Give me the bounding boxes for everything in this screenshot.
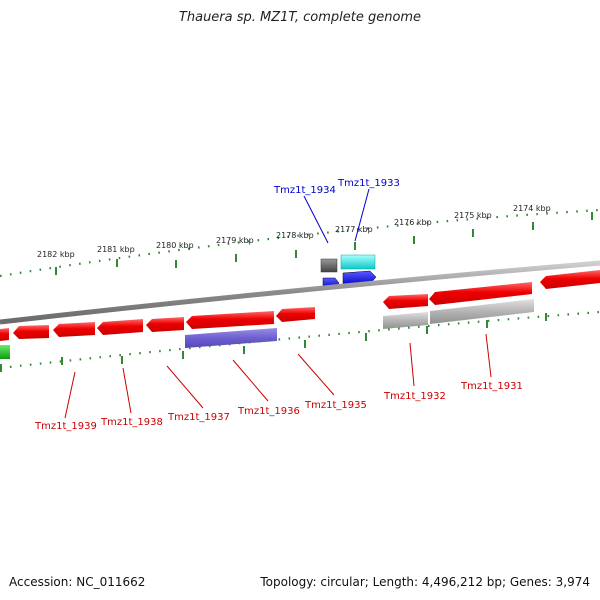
upper-scale-dots [0, 208, 600, 278]
leader-line [122, 367, 132, 414]
gene-label-tmz1t-1931[interactable]: Tmz1t_1931 [460, 381, 523, 392]
leader-line [485, 333, 492, 378]
gene-label-tmz1t-1937[interactable]: Tmz1t_1937 [167, 412, 230, 423]
feature-tmz1t-1933-block [340, 254, 376, 270]
gene-label-tmz1t-1938[interactable]: Tmz1t_1938 [100, 417, 163, 428]
gene-label-tmz1t-1936[interactable]: Tmz1t_1936 [237, 406, 300, 417]
gene-arrow [540, 270, 600, 289]
leader-line [297, 353, 335, 396]
feature-group-main [0, 270, 600, 359]
gene-arrow-green [0, 345, 10, 359]
genome-summary-text: Topology: circular; Length: 4,496,212 bp… [260, 575, 590, 589]
gene-arrow [383, 294, 428, 309]
gene-label-tmz1t-1932[interactable]: Tmz1t_1932 [383, 391, 446, 402]
lower-scale-dots [0, 310, 600, 370]
scale-label-2182: 2182 kbp [37, 250, 75, 259]
leader-line [232, 359, 269, 402]
upper-scale: 2182 kbp 2181 kbp 2180 kbp 2179 kbp 2178… [0, 204, 600, 278]
scale-label-2177: 2177 kbp [335, 225, 373, 234]
scale-label-2175: 2175 kbp [454, 211, 492, 220]
lower-scale [0, 310, 600, 372]
gene-label-tmz1t-1934[interactable]: Tmz1t_1934 [273, 185, 336, 196]
gene-label-tmz1t-1939[interactable]: Tmz1t_1939 [34, 421, 97, 432]
feature-pseudo [383, 312, 428, 329]
gene-arrow [186, 311, 274, 329]
scale-label-2174: 2174 kbp [513, 204, 551, 213]
accession-text: Accession: NC_011662 [9, 575, 146, 589]
gene-arrow [13, 325, 49, 339]
scale-label-2181: 2181 kbp [97, 245, 135, 254]
feature-rna [185, 328, 277, 348]
gene-arrow [276, 307, 315, 322]
map-title: Thauera sp. MZ1T, complete genome [178, 10, 422, 25]
feature-pseudo [430, 299, 534, 324]
gene-arrow [0, 328, 9, 341]
leader-line [354, 188, 370, 242]
leader-line [303, 195, 329, 244]
leader-line [409, 342, 415, 387]
scale-label-2180: 2180 kbp [156, 241, 194, 250]
leader-line [166, 365, 204, 409]
gene-arrow [97, 319, 143, 335]
scale-label-2178: 2178 kbp [276, 231, 314, 240]
scale-label-2176: 2176 kbp [394, 218, 432, 227]
feature-tmz1t-1934-block [320, 258, 338, 273]
leader-line [64, 371, 76, 419]
gene-arrow [53, 322, 95, 337]
gene-arrow [146, 317, 184, 332]
genome-backbone [0, 260, 600, 325]
gene-label-tmz1t-1935[interactable]: Tmz1t_1935 [304, 400, 367, 411]
top-label-leaders [303, 188, 370, 244]
gene-label-tmz1t-1933[interactable]: Tmz1t_1933 [337, 178, 400, 189]
scale-label-2179: 2179 kbp [216, 236, 254, 245]
gene-arrow [429, 282, 532, 305]
bottom-label-leaders [64, 333, 492, 419]
